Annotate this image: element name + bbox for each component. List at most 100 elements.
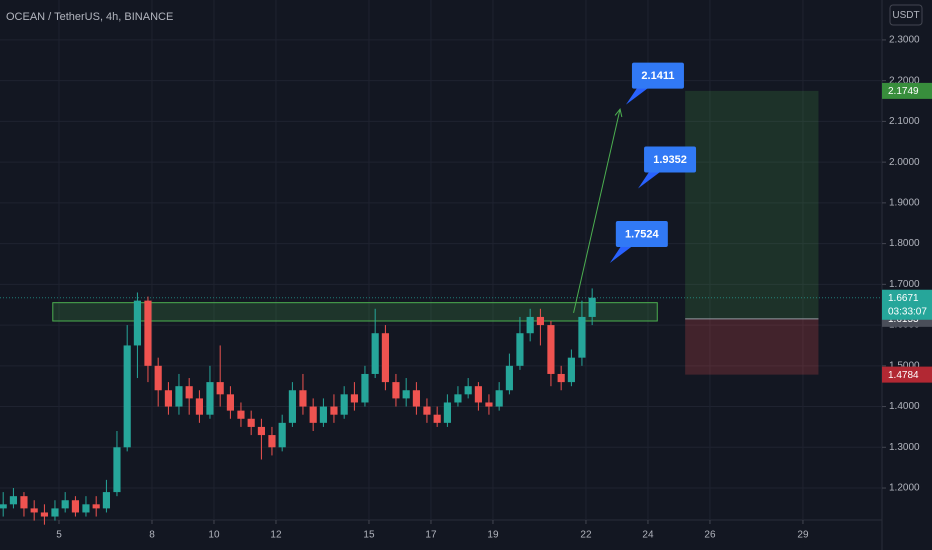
callout-pointer [625, 86, 650, 105]
x-tick-label: 22 [580, 530, 592, 541]
x-tick-label: 15 [363, 530, 375, 541]
candle-body [216, 382, 224, 395]
candle-body [578, 316, 586, 358]
callout-pointer [638, 170, 663, 189]
y-tick-label: 2.1000 [889, 116, 920, 127]
y-tick-label: 1.2000 [889, 483, 920, 494]
candle-body [526, 316, 534, 334]
candle-body [495, 390, 503, 407]
last-price-tag-bg [882, 289, 932, 320]
stop-tag-bg [882, 366, 932, 383]
candle-body [268, 435, 276, 448]
target-tag-bg [882, 82, 932, 99]
trend-arrow [573, 109, 621, 313]
candle-body [474, 386, 482, 403]
candle-body [71, 500, 79, 513]
candle-body [9, 496, 18, 505]
candle-body [278, 422, 286, 448]
callout-label: 1.9352 [653, 154, 687, 166]
countdown: 03:33:07 [888, 306, 927, 317]
candle-body [237, 410, 245, 419]
stop-tag: 1.4784 [888, 370, 919, 381]
candle-body [154, 365, 162, 391]
candle-body [361, 373, 369, 403]
candle-body [144, 300, 152, 366]
candle-body [516, 333, 524, 366]
candle-body [185, 386, 193, 399]
candle-body [433, 414, 441, 423]
plot: 2.1411 1.9352 1.7524 [0, 62, 882, 525]
candle-body [288, 390, 296, 423]
y-tick-label: 1.5000 [889, 360, 920, 371]
currency-label[interactable]: USDT [892, 10, 919, 21]
x-tick-label: 10 [208, 530, 220, 541]
candle-body [20, 496, 28, 509]
candle-body [309, 406, 317, 423]
candle-body [51, 508, 59, 517]
candle-body [299, 390, 307, 407]
callout-label: 2.1411 [641, 70, 674, 82]
callout-box [615, 220, 668, 247]
candle-body [257, 426, 265, 436]
candle-body [402, 390, 410, 399]
arrow-head [614, 108, 623, 118]
y-tick-label: 2.2000 [889, 75, 920, 86]
candle-body [0, 504, 7, 509]
y-tick-label: 1.3000 [889, 442, 920, 453]
candle-body [350, 394, 358, 403]
x-tick-label: 8 [149, 530, 155, 541]
candle-body [340, 394, 348, 415]
candle-body [226, 394, 234, 411]
candle-body [61, 500, 69, 509]
candle-body [423, 406, 431, 415]
candle-body [392, 382, 400, 399]
target-zone [685, 90, 819, 319]
stop-zone [685, 318, 819, 375]
candle-body [175, 386, 183, 407]
x-tick-label: 19 [487, 530, 499, 541]
candle-body [547, 325, 555, 374]
candle-body [505, 365, 513, 391]
candle-body [102, 492, 110, 509]
y-tick-label: 2.3000 [889, 35, 920, 46]
candle-body [92, 504, 100, 509]
candle-body [443, 402, 451, 423]
candle-body [371, 333, 379, 374]
y-tick-label: 1.7000 [889, 279, 920, 290]
candle-body [164, 390, 172, 407]
candle-body [464, 386, 472, 395]
y-tick-label: 1.4000 [889, 401, 920, 412]
x-tick-label: 24 [642, 530, 654, 541]
y-tick-label: 1.8000 [889, 238, 920, 249]
candle-body [247, 418, 255, 427]
candle-body [557, 373, 565, 383]
candle-body [30, 508, 38, 513]
candle-body [567, 357, 575, 383]
candle-body [195, 398, 203, 415]
x-tick-label: 12 [270, 530, 282, 541]
candle-body [123, 345, 131, 448]
y-tick-label: 2.0000 [889, 157, 920, 168]
y-tick-label: 1.9000 [889, 198, 920, 209]
candle-body [82, 504, 90, 513]
x-tick-label: 29 [797, 530, 809, 541]
x-tick-label: 26 [704, 530, 716, 541]
chart-title: OCEAN / TetherUS, 4h, BINANCE [6, 11, 173, 23]
candle-body [206, 382, 214, 415]
currency-button[interactable] [889, 4, 923, 26]
candle-body [319, 406, 327, 423]
candle-body [381, 333, 389, 383]
candle-body [133, 300, 141, 346]
last-price-tag: 1.6671 [888, 293, 919, 304]
callout-pointer [609, 244, 634, 263]
candle-body [454, 394, 462, 403]
x-tick-label: 5 [56, 530, 62, 541]
callout-box [644, 146, 697, 173]
callout-label: 1.7524 [625, 228, 660, 240]
x-tick-label: 17 [425, 530, 437, 541]
candle-body [412, 390, 420, 407]
candle-body [40, 512, 49, 517]
target-tag: 2.1749 [888, 86, 919, 97]
